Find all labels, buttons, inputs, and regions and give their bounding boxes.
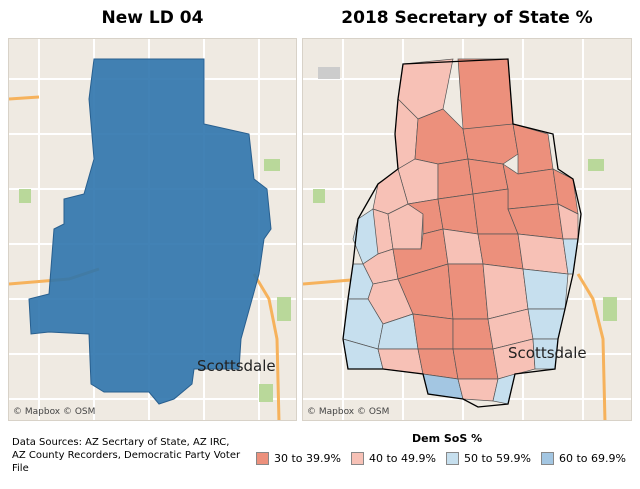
precinct[interactable] [477, 233, 524, 270]
precinct[interactable] [437, 158, 474, 200]
precinct[interactable] [522, 268, 569, 310]
district-ld04-outline [342, 58, 582, 408]
legend-item: 60 to 69.9% [540, 452, 626, 465]
legend-swatch [540, 452, 554, 465]
legend-swatch [350, 452, 364, 465]
legend-swatch [445, 452, 459, 465]
precinct[interactable] [462, 123, 519, 165]
precinct[interactable] [414, 108, 469, 165]
highway [576, 273, 607, 420]
right-map[interactable]: Scottsdale © Mapbox © OSM [302, 38, 632, 421]
left-map-title: New LD 04 [101, 8, 204, 28]
legend-label: 40 to 49.9% [368, 452, 436, 465]
legend-label: 50 to 59.9% [463, 452, 531, 465]
precinct[interactable] [377, 348, 424, 375]
highway [252, 273, 281, 420]
legend-item: 50 to 59.9% [445, 452, 531, 465]
legend-label: 30 to 39.9% [274, 452, 341, 465]
precinct[interactable] [442, 228, 484, 265]
legend-swatch [256, 452, 269, 465]
precinct[interactable] [467, 158, 509, 195]
right-map-title: 2018 Secretary of State % [341, 8, 593, 28]
precinct[interactable] [412, 313, 454, 350]
precinct[interactable] [517, 233, 569, 275]
legend-label: 60 to 69.9% [558, 452, 626, 465]
map-attribution: © Mapbox © OSM [13, 407, 96, 417]
park [313, 189, 325, 203]
right-map-canvas [303, 39, 631, 420]
left-map[interactable]: Scottsdale © Mapbox © OSM [8, 38, 297, 421]
precinct[interactable] [452, 318, 494, 350]
precinct[interactable] [437, 193, 479, 235]
legend-item: 30 to 39.9% [256, 452, 341, 465]
legend-item: 40 to 49.9% [350, 452, 436, 465]
legend-title: Dem SoS % [412, 432, 483, 445]
precinct[interactable] [512, 123, 554, 175]
left-map-canvas [9, 39, 296, 420]
map-attribution: © Mapbox © OSM [307, 407, 390, 417]
building [318, 67, 340, 79]
highway [9, 95, 40, 101]
precinct[interactable] [352, 208, 379, 265]
park [19, 189, 31, 203]
park [588, 159, 604, 171]
precinct[interactable] [387, 203, 424, 250]
district-ld04-shape[interactable] [28, 58, 272, 405]
precinct[interactable] [447, 263, 489, 320]
park [259, 384, 273, 402]
data-sources-note: Data Sources: AZ Secrtary of State, AZ I… [12, 437, 241, 474]
precinct[interactable] [457, 378, 499, 402]
precincts [342, 58, 579, 405]
city-label-scottsdale: Scottsdale [197, 357, 276, 375]
park [264, 159, 280, 171]
precinct[interactable] [457, 58, 514, 135]
park [603, 297, 617, 321]
city-label-scottsdale: Scottsdale [508, 344, 587, 362]
legend: 30 to 39.9% 40 to 49.9% 50 to 59.9% 60 t… [256, 452, 626, 465]
precinct[interactable] [452, 348, 499, 380]
park [277, 297, 291, 321]
